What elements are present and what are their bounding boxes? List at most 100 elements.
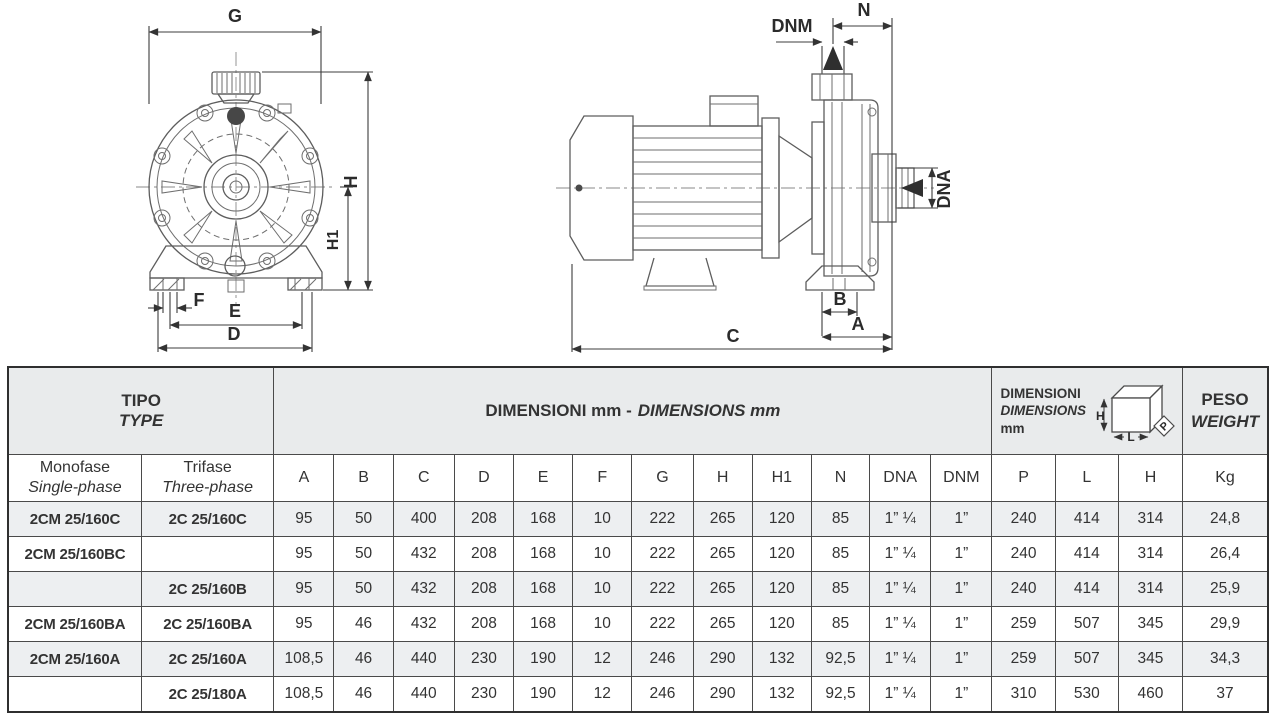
dimension-value-cell: 240 [991, 536, 1056, 572]
dimension-value-cell: 345 [1117, 641, 1184, 677]
dimension-value-cell: 314 [1117, 501, 1184, 537]
dim-F: F [148, 290, 205, 313]
model-monofase-cell: 2CM 25/160BC [7, 536, 142, 572]
column-header-p: P [991, 454, 1056, 502]
dimension-value-cell: 432 [392, 536, 455, 572]
volute-casing [823, 99, 879, 277]
box-label-l: L [1127, 430, 1134, 444]
tipo-header-cell: TIPO TYPE [7, 366, 275, 455]
tipo-label: TIPO [121, 391, 161, 410]
dimension-value-cell: 1” ¼ [869, 501, 932, 537]
dimension-value-cell: 10 [572, 571, 633, 607]
dimension-value-cell: 190 [513, 676, 574, 713]
dim-label-d: D [228, 324, 241, 344]
dimension-value-cell: 1” [930, 676, 993, 713]
dim-A: A [821, 314, 893, 341]
dimension-value-cell: 414 [1054, 571, 1119, 607]
dim-D: D [157, 292, 313, 352]
dimension-value-cell: 290 [692, 641, 753, 677]
dimension-value-cell: 314 [1117, 571, 1184, 607]
column-header-f: F [572, 454, 633, 502]
dim-H: H [262, 71, 373, 291]
model-monofase-cell [7, 676, 142, 713]
dimension-value-cell: 265 [692, 501, 753, 537]
pump-front-view: G H H1 [136, 6, 373, 352]
dim-label-e: E [229, 301, 241, 321]
dimension-value-cell: 95 [273, 571, 335, 607]
dimension-value-cell: 414 [1054, 501, 1119, 537]
dimension-value-cell: 168 [513, 606, 574, 642]
column-header-l: L [1054, 454, 1119, 502]
column-header-c: C [392, 454, 455, 502]
dimension-value-cell: 50 [333, 571, 394, 607]
dimension-value-cell: 1” [930, 536, 993, 572]
dimension-value-cell: 132 [751, 641, 812, 677]
dimension-value-cell: 10 [572, 536, 633, 572]
dimension-value-cell: 95 [273, 606, 335, 642]
dimension-value-cell: 168 [513, 501, 574, 537]
single-phase-label: Single-phase [28, 479, 122, 496]
dimension-value-cell: 12 [572, 641, 633, 677]
dim-label-b: B [834, 289, 847, 309]
dimension-value-cell: 1” ¼ [869, 676, 932, 713]
peso-label: PESO [1201, 389, 1249, 409]
model-trifase-cell [140, 536, 275, 572]
discharge-port [811, 46, 853, 101]
suction-port [871, 153, 923, 223]
column-header-h: H [1117, 454, 1184, 502]
dimension-value-cell: 95 [273, 536, 335, 572]
dim-C: C [571, 264, 893, 353]
column-header-n: N [810, 454, 871, 502]
dimension-value-cell: 440 [392, 641, 455, 677]
model-monofase-cell: 2CM 25/160BA [7, 606, 142, 642]
dimension-value-cell: 1” ¼ [869, 571, 932, 607]
dimension-value-cell: 265 [692, 571, 753, 607]
dimension-value-cell: 240 [991, 571, 1056, 607]
dim-label-a: A [852, 314, 865, 334]
dimension-value-cell: 85 [810, 536, 871, 572]
dimension-value-cell: 24,8 [1182, 501, 1269, 537]
column-header-h1: H1 [751, 454, 812, 502]
dim-B: B [821, 289, 858, 336]
dimension-value-cell: 208 [453, 571, 515, 607]
dimension-value-cell: 1” [930, 606, 993, 642]
model-monofase-cell [7, 571, 142, 607]
model-monofase-cell: 2CM 25/160C [7, 501, 142, 537]
pump-drawings-svg: G H H1 [136, 0, 954, 353]
dimension-value-cell: 1” [930, 571, 993, 607]
dimension-value-cell: 246 [631, 641, 694, 677]
pump-feet [805, 265, 875, 291]
column-header-dnm: DNM [930, 454, 993, 502]
column-header-b: B [333, 454, 394, 502]
dimension-value-cell: 120 [751, 536, 812, 572]
dim-label-g: G [228, 6, 242, 26]
dimension-value-cell: 1” [930, 641, 993, 677]
dimension-value-cell: 120 [751, 501, 812, 537]
dimension-value-cell: 46 [333, 641, 394, 677]
table-body: 2CM 25/160C 2C 25/160C 95 50 400 208 168 10 222 2… [7, 501, 1269, 713]
dimension-value-cell: 265 [692, 536, 753, 572]
column-header-h: H [692, 454, 753, 502]
dimension-value-cell: 222 [631, 536, 694, 572]
dimension-value-cell: 108,5 [273, 641, 335, 677]
dimension-value-cell: 230 [453, 676, 515, 713]
dimensions-label-it: DIMENSIONI mm - [485, 401, 632, 420]
dim-label-c: C [727, 326, 740, 346]
dim-DNM: DNM [772, 16, 858, 46]
dim-G: G [148, 6, 322, 104]
casing-bolts [153, 104, 319, 270]
dimension-value-cell: 95 [273, 501, 335, 537]
dimension-value-cell: 190 [513, 641, 574, 677]
monofase-label: Monofase [39, 459, 111, 476]
dimension-value-cell: 92,5 [810, 641, 871, 677]
dimensions-header-cell: DIMENSIONI mm - DIMENSIONS mm [273, 366, 993, 455]
box-label-h: H [1096, 409, 1105, 423]
dimension-value-cell: 222 [631, 501, 694, 537]
package-dims-unit: mm [1000, 420, 1025, 436]
dimension-value-cell: 120 [751, 606, 812, 642]
dimension-value-cell: 168 [513, 571, 574, 607]
dimension-value-cell: 208 [453, 536, 515, 572]
technical-drawings: G H H1 [136, 0, 954, 353]
dimension-value-cell: 50 [333, 536, 394, 572]
dim-label-dnm: DNM [772, 16, 813, 36]
